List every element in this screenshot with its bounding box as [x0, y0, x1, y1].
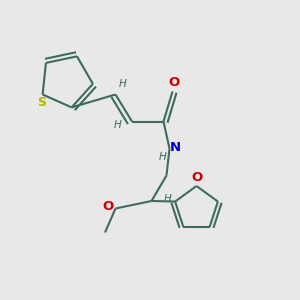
Text: H: H — [159, 152, 167, 163]
Text: N: N — [169, 141, 181, 154]
Text: O: O — [168, 76, 180, 89]
Text: H: H — [119, 79, 127, 89]
Text: O: O — [191, 171, 203, 184]
Text: O: O — [102, 200, 113, 214]
Text: H: H — [164, 194, 172, 204]
Text: H: H — [114, 119, 122, 130]
Text: S: S — [38, 95, 46, 109]
